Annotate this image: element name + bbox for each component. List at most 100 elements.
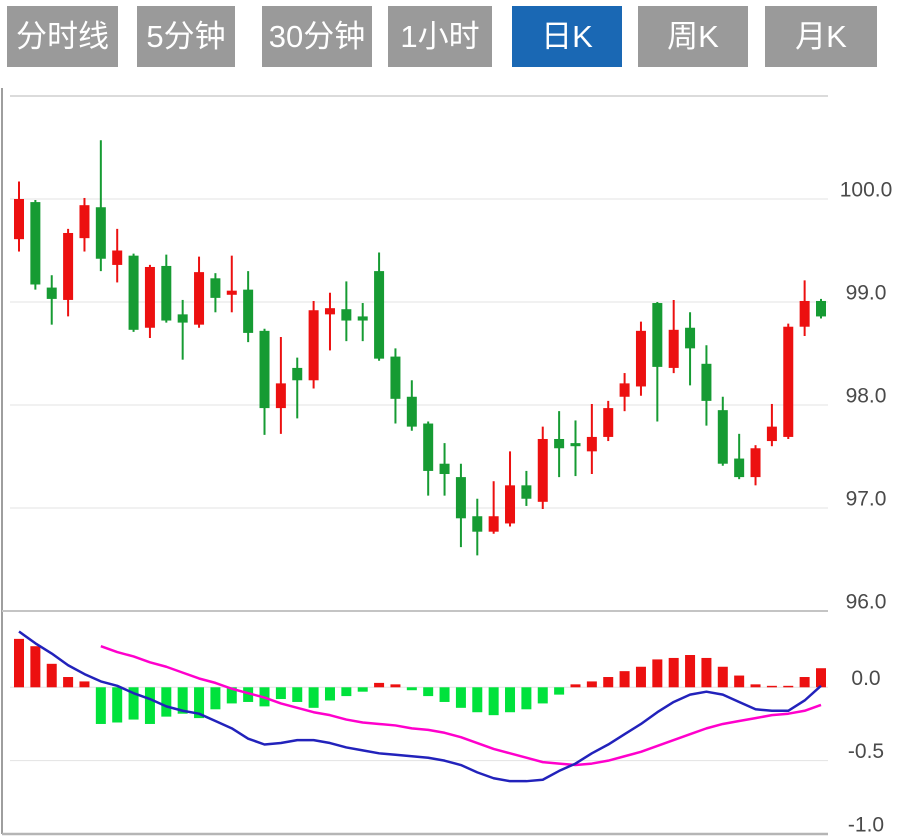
candle-up [537, 438, 548, 502]
price-axis-label: 98.0 [846, 385, 887, 408]
candle-down [455, 477, 466, 519]
macd-hist-bar [603, 677, 614, 688]
candle-up [194, 272, 205, 325]
macd-hist-bar [275, 687, 286, 700]
macd-hist-bar [95, 687, 106, 724]
tab-5min[interactable]: 5分钟 [137, 6, 235, 67]
price-axis-label: 96.0 [846, 591, 887, 614]
candle-down [423, 423, 434, 471]
tab-minute-line[interactable]: 分时线 [7, 6, 118, 67]
candle-up [619, 383, 630, 397]
macd-hist-bar [14, 638, 24, 688]
candle-down [439, 463, 450, 475]
macd-hist-bar [570, 684, 581, 688]
candle-up [586, 436, 597, 452]
macd-hist-bar [423, 687, 434, 697]
candle-down [406, 396, 417, 427]
candle-down [717, 410, 728, 464]
candle-down [292, 367, 303, 381]
macd-hist-bar [112, 687, 123, 723]
macd-hist-bar [717, 666, 728, 688]
candle-down [210, 278, 221, 298]
candle-up [603, 408, 614, 437]
macd-hist-bar [144, 687, 155, 724]
candle-down [30, 202, 41, 285]
candle-down [816, 300, 826, 317]
candle-down [357, 316, 368, 321]
candle-down [259, 330, 270, 409]
candle-down [177, 314, 188, 323]
candle-up [766, 426, 777, 442]
macd-axis-label: -0.5 [848, 740, 884, 763]
macd-hist-bar [505, 687, 516, 713]
candle-down [390, 356, 401, 399]
tab-weekly-k[interactable]: 周K [638, 6, 748, 67]
price-axis-label: 97.0 [846, 488, 887, 511]
macd-hist-bar [586, 681, 597, 688]
tab-30min[interactable]: 30分钟 [262, 6, 372, 67]
candle-up [635, 330, 646, 387]
macd-hist-bar [685, 655, 696, 688]
macd-hist-bar [783, 685, 794, 688]
candle-down [685, 327, 696, 349]
candle-down [46, 287, 57, 299]
candle-down [341, 309, 352, 321]
macd-hist-bar [554, 687, 565, 695]
macd-hist-bar [128, 687, 139, 720]
candle-up [668, 329, 679, 368]
price-axis-label: 99.0 [846, 282, 887, 305]
macd-hist-bar [341, 687, 352, 697]
macd-hist-bar [521, 687, 532, 710]
macd-hist-bar [488, 687, 499, 716]
macd-hist-bar [292, 687, 303, 702]
candle-up [63, 232, 74, 300]
macd-hist-bar [390, 684, 401, 688]
macd-axis-label: 0.0 [851, 667, 880, 690]
macd-hist-bar [635, 666, 646, 688]
candle-down [570, 443, 581, 447]
dif-line [18, 630, 822, 783]
macd-hist-bar [79, 681, 90, 688]
macd-hist-bar [619, 671, 630, 688]
candle-up [488, 516, 499, 532]
macd-hist-bar [652, 659, 663, 688]
macd-hist-bar [226, 687, 237, 704]
candle-down [652, 303, 663, 367]
macd-hist-bar [668, 657, 679, 688]
candle-down [95, 207, 106, 259]
macd-hist-bar [537, 687, 548, 704]
macd-axis-label: -1.0 [848, 814, 884, 836]
tab-monthly-k[interactable]: 月K [765, 6, 877, 67]
candle-down [243, 289, 254, 333]
macd-hist-bar [63, 677, 74, 688]
macd-hist-bar [406, 687, 417, 691]
macd-hist-bar [243, 687, 254, 702]
candle-up [112, 250, 123, 265]
price-axis-label: 100.0 [840, 179, 893, 202]
candle-up [144, 266, 155, 328]
macd-hist-bar [324, 687, 335, 701]
macd-hist-bar [357, 687, 368, 692]
candle-up [275, 383, 286, 409]
candle-down [521, 485, 532, 499]
macd-hist-bar [455, 687, 466, 708]
candle-up [783, 326, 794, 437]
candle-down [701, 363, 712, 401]
macd-hist-bar [308, 687, 319, 708]
macd-hist-bar [701, 657, 712, 688]
candle-up [226, 290, 237, 295]
tab-1hour[interactable]: 1小时 [388, 6, 492, 67]
macd-hist-bar [46, 663, 57, 688]
macd-hist-bar [194, 687, 205, 719]
tab-daily-k[interactable]: 日K [512, 6, 622, 67]
macd-hist-bar [161, 687, 172, 717]
candle-down [554, 438, 565, 449]
dea-line [100, 645, 822, 767]
macd-hist-bar [30, 646, 41, 688]
candle-up [324, 308, 335, 315]
candle-down [472, 516, 483, 532]
macd-hist-bar [799, 677, 810, 688]
macd-hist-bar [816, 668, 826, 688]
candle-down [161, 265, 172, 321]
